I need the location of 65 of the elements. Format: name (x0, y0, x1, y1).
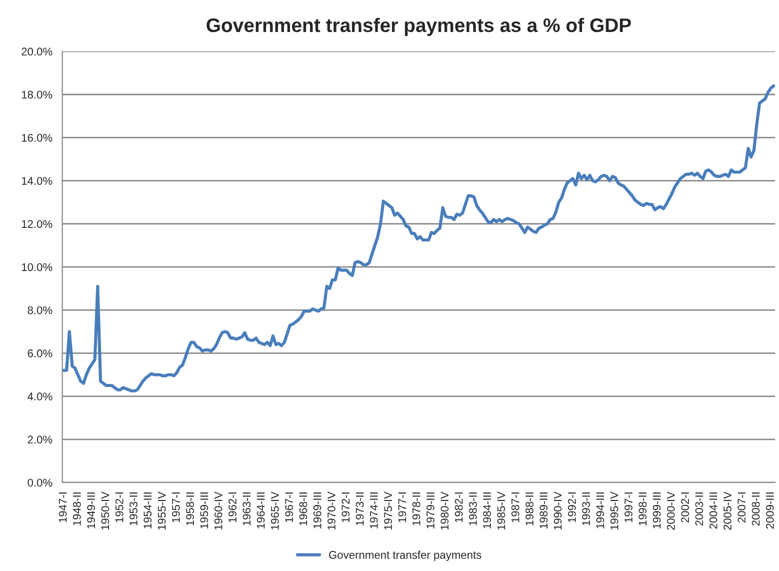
x-tick-label: 1967-I (285, 492, 293, 522)
y-tick-label: 20.0% (22, 48, 52, 56)
x-tick-label: 1990-IV (554, 492, 562, 530)
x-tick-label: 2008-II (752, 492, 760, 526)
y-tick-label: 2.0% (28, 436, 52, 444)
x-tick-label: 1970-IV (328, 492, 336, 530)
legend-label: Government transfer payments (329, 550, 482, 561)
x-tick-label: 1968-II (299, 492, 308, 526)
x-tick-label: 1984-III (483, 492, 491, 528)
x-tick-label: 1969-III (313, 492, 322, 528)
x-tick-label: 2004-III (709, 492, 718, 529)
y-tick-label: 10.0% (22, 263, 52, 272)
x-tick-label: 1977-I (398, 492, 406, 522)
x-tick-label: 1963-II (242, 492, 251, 526)
x-tick-label: 1982-I (454, 492, 463, 522)
x-tick-label: 1995-IV (610, 492, 618, 530)
x-tick-label: 1992-I (568, 492, 576, 522)
x-tick-label: 1965-IV (270, 492, 279, 530)
x-tick-label: 1997-I (624, 492, 632, 522)
x-tick-label: 1947-I (58, 492, 67, 522)
x-tick-label: 1972-I (342, 492, 350, 522)
x-tick-label: 1974-III (370, 492, 378, 528)
x-tick-label: 2003-II (695, 492, 704, 526)
y-tick-label: 4.0% (28, 392, 52, 400)
x-tick-label: 1950-IV (101, 492, 110, 530)
line-series (62, 84, 776, 392)
x-tick-label: 1989-III (540, 492, 548, 528)
x-tick-label: 2002-I (681, 492, 689, 522)
x-tick-label: 1983-II (468, 492, 477, 526)
x-tick-label: 1955-IV (158, 492, 166, 530)
x-tick-label: 2005-IV (724, 492, 732, 530)
x-tick-label: 1957-I (172, 492, 180, 522)
x-tick-label: 1960-IV (214, 492, 222, 530)
x-tick-label: 1962-I (228, 492, 236, 522)
x-tick-label: 1994-III (596, 492, 604, 528)
x-tick-label: 1998-II (638, 492, 647, 526)
y-tick-label: 6.0% (28, 349, 52, 358)
x-tick-label: 2009-III (766, 492, 774, 529)
y-tick-label: 0.0% (28, 478, 52, 487)
x-tick-label: 1959-III (200, 492, 208, 528)
x-tick-label: 1979-III (426, 492, 434, 528)
x-tick-label: 1985-IV (497, 492, 506, 530)
y-tick-label: 18.0% (22, 90, 52, 99)
x-tick-label: 1978-II (412, 492, 420, 526)
x-tick-label: 1988-II (526, 492, 534, 526)
x-tick-label: 1993-II (582, 492, 590, 526)
x-tick-label: 2000-IV (666, 492, 675, 530)
x-tick-label: 1958-II (186, 492, 194, 526)
x-tick-label: 1987-I (511, 492, 520, 522)
x-tick-label: 1954-III (144, 492, 152, 528)
x-tick-label: 1975-IV (384, 492, 392, 530)
x-tick-label: 1953-II (130, 492, 138, 526)
x-tick-label: 1980-IV (440, 492, 449, 530)
x-tick-label: 1999-III (652, 492, 661, 528)
chart-title: Government transfer payments as a % of GDP (206, 18, 631, 36)
x-tick-label: 1952-I (115, 492, 124, 522)
x-tick-label: 1948-II (72, 492, 81, 526)
x-tick-label: 2007-I (738, 492, 746, 522)
y-tick-label: 12.0% (22, 220, 52, 228)
y-tick-label: 14.0% (22, 176, 52, 185)
x-tick-label: 1973-II (356, 492, 364, 526)
x-tick-label: 1949-III (87, 492, 95, 528)
x-tick-label: 1964-III (256, 492, 265, 528)
y-tick-label: 8.0% (28, 306, 52, 314)
y-tick-label: 16.0% (22, 134, 52, 142)
